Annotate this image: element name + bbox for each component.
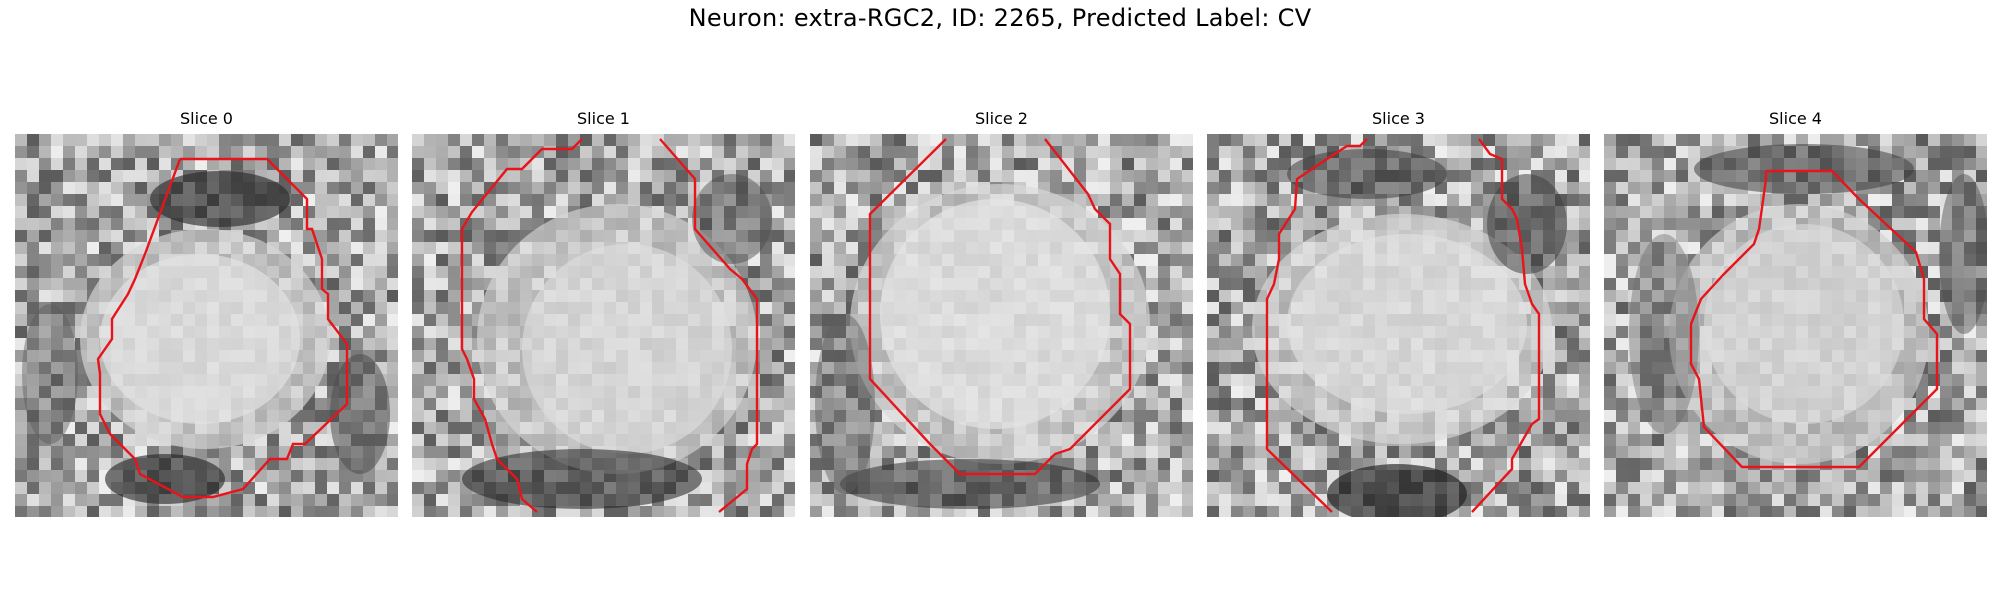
slice-image-4 <box>1604 134 1987 517</box>
slice-panel-2: Slice 2 <box>810 108 1193 517</box>
contour-1 <box>460 138 583 513</box>
slice-panel-3: Slice 3 <box>1207 108 1590 517</box>
slice-panel-1: Slice 1 <box>412 108 795 517</box>
slice-title-4: Slice 4 <box>1769 109 1822 128</box>
slice-image-3 <box>1207 134 1590 517</box>
slice-title-0: Slice 0 <box>180 109 233 128</box>
slice-title-3: Slice 3 <box>1372 109 1425 128</box>
slice-title-1: Slice 1 <box>577 109 630 128</box>
contour-2 <box>868 138 1132 476</box>
slice-image-0 <box>15 134 398 517</box>
slice-title-2: Slice 2 <box>975 109 1028 128</box>
slice-panel-4: Slice 4 <box>1604 108 1987 517</box>
contour-4 <box>1689 169 1939 469</box>
figure-title: Neuron: extra-RGC2, ID: 2265, Predicted … <box>688 4 1312 32</box>
slice-image-2 <box>810 134 1193 517</box>
slice-image-1 <box>412 134 795 517</box>
contour-0 <box>96 157 349 499</box>
slice-panel-0: Slice 0 <box>15 108 398 517</box>
contour-3 <box>1265 138 1368 513</box>
